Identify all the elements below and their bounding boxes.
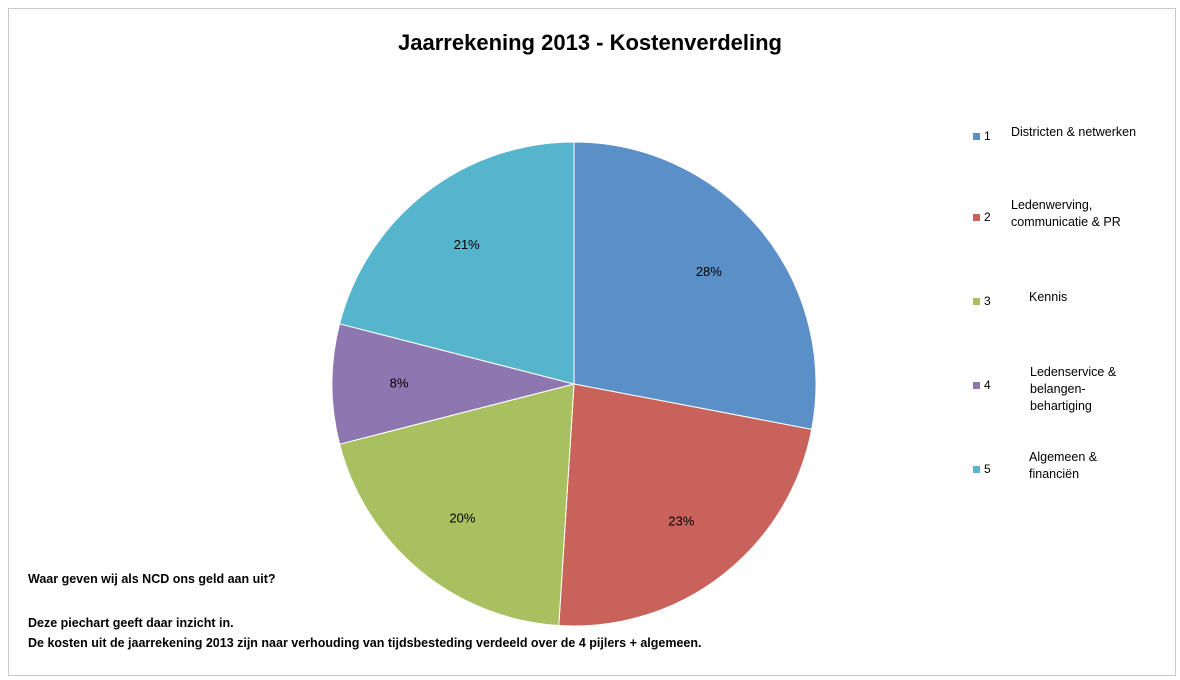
- data-label-2: 23%: [668, 514, 694, 529]
- data-label-3: 20%: [449, 510, 475, 525]
- chart-title: Jaarrekening 2013 - Kostenverdeling: [398, 30, 782, 55]
- legend-number-3: 3: [984, 294, 991, 308]
- legend-number-2: 2: [984, 210, 991, 224]
- pie-slice-2: [558, 383, 813, 627]
- note-line-2: De kosten uit de jaarrekening 2013 zijn …: [28, 636, 702, 650]
- legend-swatch-2: [973, 214, 980, 221]
- legend-label-4: Ledenservice & belangen- behartiging: [1030, 365, 1117, 413]
- legend-swatch-5: [973, 466, 980, 473]
- note-question: Waar geven wij als NCD ons geld aan uit?: [28, 572, 276, 586]
- legend-swatch-4: [973, 382, 980, 389]
- legend-number-1: 1: [984, 129, 991, 143]
- legend-label-2: Ledenwerving, communicatie & PR: [1011, 198, 1121, 229]
- legend-label-3: Kennis: [1029, 290, 1068, 304]
- data-label-1: 28%: [696, 264, 722, 279]
- pie-slice-4: [331, 323, 575, 445]
- legend-number-4: 4: [984, 378, 991, 392]
- legend-label-1: Districten & netwerken: [1011, 125, 1137, 139]
- legend-label-5: Algemeen & financiën: [1029, 450, 1098, 481]
- legend-swatch-1: [973, 133, 980, 140]
- pie-slice-1: [573, 141, 817, 430]
- data-label-4: 8%: [390, 375, 409, 390]
- pie-slice-5: [338, 141, 575, 385]
- legend: 1 Districten & netwerken 2 Ledenwerving,…: [973, 0, 1173, 680]
- pie-slice-3: [338, 383, 575, 627]
- note-line-1: Deze piechart geeft daar inzicht in.: [28, 616, 234, 630]
- legend-swatch-3: [973, 298, 980, 305]
- chart-frame: [8, 8, 1176, 676]
- data-label-5: 21%: [454, 237, 480, 252]
- legend-number-5: 5: [984, 462, 991, 476]
